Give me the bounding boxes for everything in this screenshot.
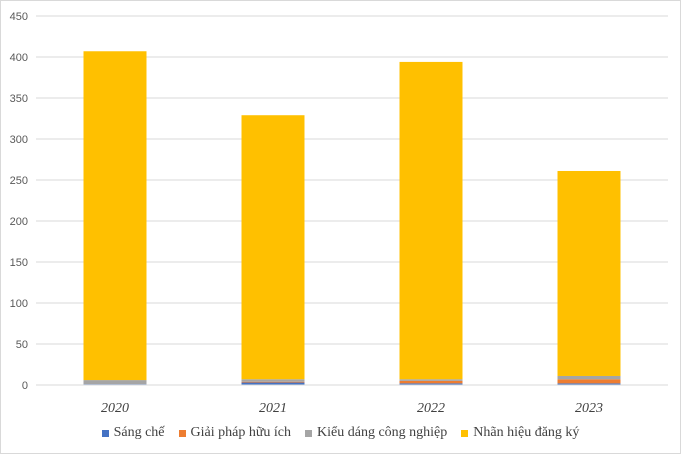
legend-swatch (178, 429, 186, 437)
bar-2021-series-2 (241, 379, 305, 382)
y-tick-label: 400 (10, 52, 28, 64)
x-tick-label: 2020 (101, 401, 129, 416)
bar-2022-series-2 (399, 379, 463, 381)
bar-2021-series-1 (241, 381, 305, 383)
legend-label: Kiểu dáng công nghiệp (317, 425, 448, 440)
x-tick-label: 2022 (417, 401, 445, 416)
bar-2020-series-3 (83, 51, 147, 381)
y-tick-label: 200 (10, 216, 28, 228)
bar-2023-series-3 (557, 170, 621, 376)
x-tick-label: 2021 (259, 401, 287, 416)
legend-label: Sáng chế (113, 425, 165, 440)
bar-2023-series-0 (557, 383, 621, 385)
y-tick-label: 0 (22, 380, 28, 392)
legend-label: Nhãn hiệu đăng ký (473, 425, 580, 440)
y-tick-label: 50 (16, 339, 28, 351)
legend-item: Nhãn hiệu đăng ký (461, 425, 579, 441)
y-tick-label: 450 (10, 11, 28, 23)
bar-2020-series-2 (83, 380, 147, 385)
y-tick-label: 300 (10, 134, 28, 146)
bar-2022-series-0 (399, 383, 463, 385)
y-tick-label: 250 (10, 175, 28, 187)
legend-label: Giải pháp hữu ích (190, 425, 292, 440)
legend-swatch (461, 429, 469, 437)
legend-item: Sáng chế (101, 425, 165, 441)
legend-item: Giải pháp hữu ích (178, 425, 292, 441)
bar-2023-series-1 (557, 379, 621, 384)
bar-chart: 0 50 100 150 200 250 300 350 400 450 2020 2021 2022 2… (10, 11, 668, 416)
chart-legend: Sáng chế Giải pháp hữu ích Kiểu dáng công … (1, 425, 680, 441)
y-tick-label: 100 (10, 298, 28, 310)
bar-2021-series-0 (241, 382, 305, 385)
legend-item: Kiểu dáng công nghiệp (305, 425, 447, 441)
legend-swatch (305, 429, 313, 437)
y-tick-label: 150 (10, 257, 28, 269)
y-tick-label: 350 (10, 93, 28, 105)
bar-2022-series-1 (399, 380, 463, 384)
bar-2021-series-3 (241, 115, 305, 380)
bar-2023-series-2 (557, 375, 621, 380)
x-tick-label: 2023 (575, 401, 603, 416)
bar-2022-series-3 (399, 61, 463, 380)
legend-swatch (101, 429, 109, 437)
